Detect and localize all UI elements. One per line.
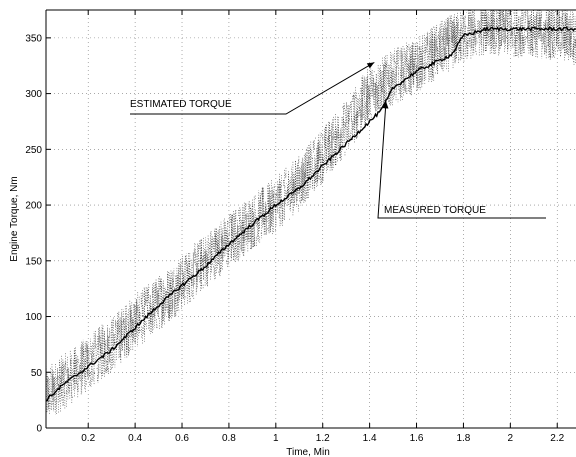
y-tick-label: 50 [31, 368, 43, 379]
annotation-measured-torque-label: MEASURED TORQUE [384, 205, 486, 216]
annotation-measured-torque-leader [377, 101, 546, 219]
axes [45, 9, 576, 429]
series-estimated-torque [45, 10, 576, 415]
tick-labels: 0.2 0.4 0.6 0.8 1 1.2 1.4 1.6 1.8 2 2.2 0 50 100 150 20… [25, 33, 564, 444]
x-tick-label: 1.2 [316, 433, 330, 444]
annotations: ESTIMATED TORQUE MEASURED TORQUE [130, 61, 546, 219]
y-tick-label: 150 [25, 256, 42, 267]
x-tick-label: 0.2 [81, 433, 95, 444]
y-tick-label: 0 [36, 424, 42, 435]
series-measured-torque [45, 26, 576, 402]
x-tick-label: 0.6 [175, 433, 189, 444]
y-tick-label: 300 [25, 89, 42, 100]
x-tick-label: 1.8 [456, 433, 470, 444]
y-tick-label: 100 [25, 312, 42, 323]
x-tick-label: 1.6 [410, 433, 424, 444]
measured-torque-line [45, 26, 576, 402]
x-tick-label: 0.4 [128, 433, 142, 444]
x-tick-label: 2.2 [550, 433, 564, 444]
annotation-estimated-torque-leader [130, 61, 375, 115]
y-tick-label: 200 [25, 201, 42, 212]
x-tick-label: 2 [508, 433, 514, 444]
x-axis-label: Time, Min [286, 447, 330, 457]
x-tick-label: 1.4 [363, 433, 377, 444]
estimated-torque-noise [45, 10, 576, 415]
grid [46, 10, 576, 429]
y-tick-label: 250 [25, 145, 42, 156]
series-layer [45, 10, 576, 415]
y-axis-label: Engine Torque, Nm [9, 176, 20, 261]
x-tick-label: 1 [273, 433, 279, 444]
annotation-estimated-torque-label: ESTIMATED TORQUE [130, 99, 232, 110]
x-tick-label: 0.8 [222, 433, 236, 444]
y-tick-label: 350 [25, 33, 42, 44]
